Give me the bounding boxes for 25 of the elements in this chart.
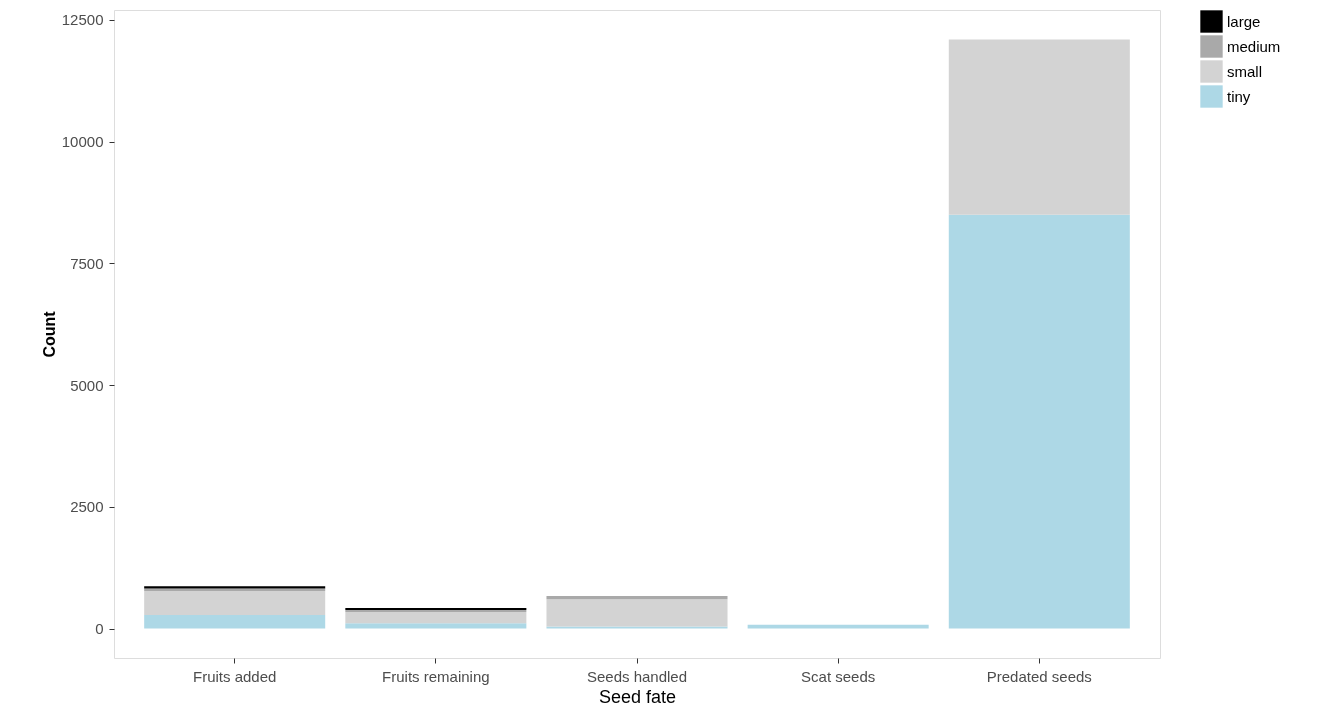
x-axis-title: Seed fate <box>598 686 677 707</box>
y-tick-label: 0 <box>95 620 104 638</box>
y-axis-title: Count <box>40 310 58 358</box>
bar <box>948 214 1130 629</box>
bar <box>144 614 326 629</box>
bar <box>546 599 728 627</box>
y-tick-label: 7500 <box>70 254 104 272</box>
y-tick-label: 2500 <box>70 498 104 516</box>
bar <box>948 39 1130 215</box>
legend-label: tiny <box>1227 87 1251 105</box>
x-tick-label: Seeds handled <box>586 667 688 685</box>
y-tick-label: 5000 <box>70 376 104 394</box>
x-tick-label: Scat seeds <box>801 667 876 685</box>
x-tick-label: Fruits remaining <box>382 667 490 685</box>
bar <box>345 611 527 624</box>
x-tick-label: Fruits added <box>193 667 277 685</box>
bar <box>747 624 929 629</box>
bar <box>144 591 326 615</box>
bar <box>345 623 527 629</box>
legend-label: large <box>1227 12 1261 30</box>
y-tick-label: 10000 <box>61 133 104 151</box>
x-tick-label: Predated seeds <box>986 667 1092 685</box>
y-tick-label: 12500 <box>61 11 104 29</box>
legend-label: medium <box>1227 37 1281 55</box>
legend-label: small <box>1227 62 1263 80</box>
